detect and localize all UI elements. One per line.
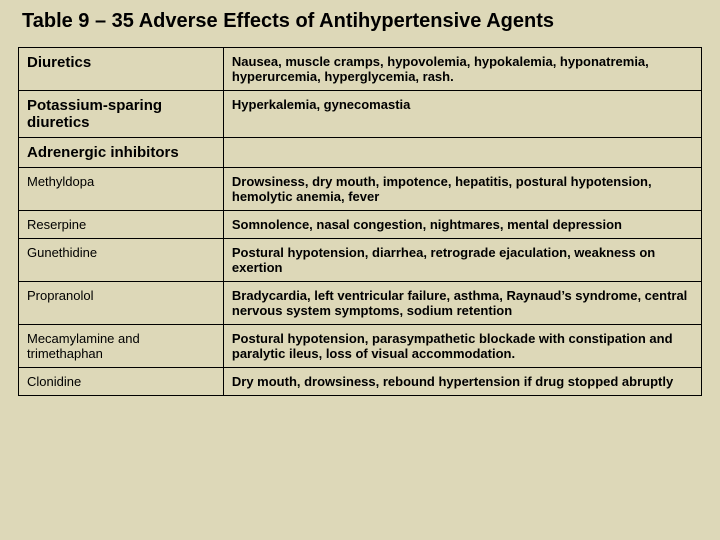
table-row: Propranolol Bradycardia, left ventricula… [19,282,702,325]
agent-cell: Mecamylamine and trimethaphan [19,325,224,368]
effects-cell: Hyperkalemia, gynecomastia [223,91,701,138]
page-title: Table 9 – 35 Adverse Effects of Antihype… [18,10,702,33]
effects-cell: Postural hypotension, diarrhea, retrogra… [223,239,701,282]
agent-cell: Reserpine [19,211,224,239]
effects-cell: Bradycardia, left ventricular failure, a… [223,282,701,325]
table-row: Gunethidine Postural hypotension, diarrh… [19,239,702,282]
effects-cell: Drowsiness, dry mouth, impotence, hepati… [223,168,701,211]
adverse-effects-table: Diuretics Nausea, muscle cramps, hypovol… [18,47,702,396]
effects-cell: Somnolence, nasal congestion, nightmares… [223,211,701,239]
agent-cell: Diuretics [19,48,224,91]
agent-cell: Clonidine [19,368,224,396]
agent-cell: Methyldopa [19,168,224,211]
table-row: Potassium-sparing diuretics Hyperkalemia… [19,91,702,138]
agent-cell: Propranolol [19,282,224,325]
effects-cell: Nausea, muscle cramps, hypovolemia, hypo… [223,48,701,91]
effects-cell: Dry mouth, drowsiness, rebound hypertens… [223,368,701,396]
agent-cell: Adrenergic inhibitors [19,138,224,168]
agent-cell: Potassium-sparing diuretics [19,91,224,138]
agent-cell: Gunethidine [19,239,224,282]
table-row: Diuretics Nausea, muscle cramps, hypovol… [19,48,702,91]
effects-cell: Postural hypotension, parasympathetic bl… [223,325,701,368]
table-row: Methyldopa Drowsiness, dry mouth, impote… [19,168,702,211]
table-row: Adrenergic inhibitors [19,138,702,168]
table-row: Mecamylamine and trimethaphan Postural h… [19,325,702,368]
table-row: Clonidine Dry mouth, drowsiness, rebound… [19,368,702,396]
effects-cell [223,138,701,168]
table-row: Reserpine Somnolence, nasal congestion, … [19,211,702,239]
table-body: Diuretics Nausea, muscle cramps, hypovol… [19,48,702,396]
